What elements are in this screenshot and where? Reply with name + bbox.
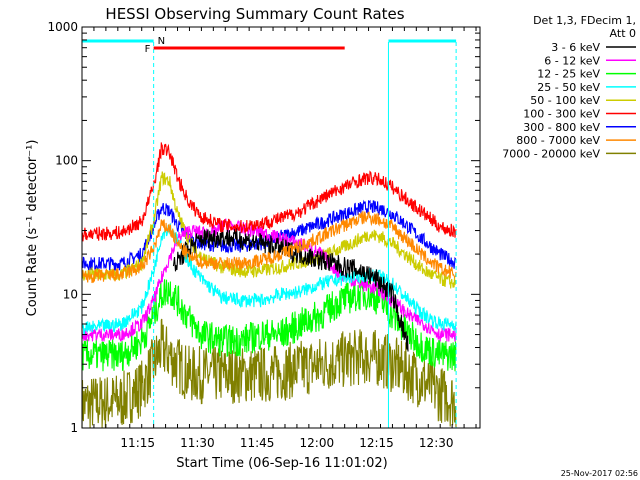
y-axis-label: Count Rate (s⁻¹ detector⁻¹) [25,140,40,317]
x-tick-label: 11:15 [120,436,155,450]
legend-header-attenuator: Att 0 [610,27,636,40]
x-tick-label: 11:30 [180,436,215,450]
legend-label: 6 - 12 keV [544,54,600,67]
series-line-8 [81,318,457,429]
legend-label: 50 - 100 keV [530,94,600,107]
x-tick-label: 12:00 [300,436,335,450]
legend-label: 300 - 800 keV [523,121,600,134]
series-layer [81,142,457,429]
legend-label: 7000 - 20000 keV [502,147,600,160]
y-tick-label: 1 [70,421,78,435]
legend-label: 100 - 300 keV [523,108,600,121]
footer-date: 25-Nov-2017 02:56 [561,469,638,478]
series-line-4 [81,171,457,289]
x-tick-label: 12:30 [419,436,454,450]
series-line-3 [81,223,457,336]
plot-frame [81,26,481,429]
y-tick-label: 1000 [47,20,78,34]
series-line-5 [81,142,457,242]
flag-letter-f: F [145,44,151,55]
flag-letter-n: N [158,36,165,47]
legend-label: 3 - 6 keV [551,41,600,54]
legend-label: 25 - 50 keV [537,81,600,94]
x-tick-label: 11:45 [240,436,275,450]
series-line-7 [81,211,457,284]
legend-label: 12 - 25 keV [537,68,600,81]
axis-layer: 1 10 100 1000 11:15 11:30 11:45 12:00 12:15 12:30 [47,20,480,450]
x-tick-label: 12:15 [359,436,394,450]
chart-title: HESSI Observing Summary Count Rates [105,5,404,23]
annotation-layer: FN [82,36,457,428]
legend-header: Det 1,3, FDecim 1, [533,14,636,27]
series-line-0 [172,227,409,352]
legend-label: 800 - 7000 keV [516,134,600,147]
y-tick-label: 100 [55,154,78,168]
x-axis-label: Start Time (06-Sep-16 11:01:02) [176,456,387,471]
y-tick-label: 10 [63,287,78,301]
